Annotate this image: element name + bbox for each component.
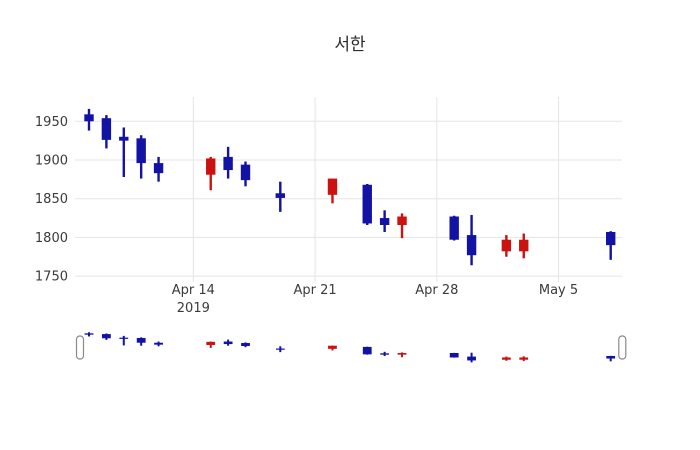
x-tick-label-2019-04-21: Apr 21 xyxy=(293,283,336,298)
candle-2019-05-03[interactable] xyxy=(519,233,529,259)
candle-body xyxy=(153,163,164,174)
candle-2019-04-29[interactable] xyxy=(449,215,459,241)
candle-body xyxy=(275,193,285,198)
candle-2019-04-15[interactable] xyxy=(206,156,216,191)
rangeslider-candle-body xyxy=(467,356,476,361)
chart-title: 서한 xyxy=(334,35,366,55)
rangeslider-candle-body xyxy=(380,353,390,355)
plot-drag-area[interactable] xyxy=(75,97,622,282)
candle-body xyxy=(379,218,390,226)
candle-body xyxy=(519,239,529,252)
y-tick-label-1850: 1850 xyxy=(35,192,68,207)
candle-2019-04-16[interactable] xyxy=(223,146,233,179)
rangeslider-candle-body xyxy=(136,337,146,343)
rangeslider-candle-2019-04-25 xyxy=(380,351,390,356)
rangeslider-candle-2019-05-02 xyxy=(501,356,511,361)
rangeslider-candle-body xyxy=(362,346,372,355)
x-tick-label-2019-04-14: Apr 14 xyxy=(172,283,215,298)
candle-2019-04-30[interactable] xyxy=(466,214,477,266)
rangeslider-candle-body xyxy=(119,337,129,339)
rangeslider-candle-2019-04-15 xyxy=(206,341,216,348)
rangeslider-candle-2019-04-29 xyxy=(449,352,459,358)
rangeslider-candle-2019-04-11 xyxy=(136,337,146,346)
x-tick-label-2019-04-28: Apr 28 xyxy=(415,283,458,298)
rangeslider-candle-body xyxy=(501,357,511,360)
candle-body xyxy=(119,136,129,141)
candle-body xyxy=(206,158,216,175)
candle-2019-04-09[interactable] xyxy=(101,115,112,149)
candle-body xyxy=(84,114,94,122)
rangeslider-candle-2019-04-12 xyxy=(154,341,163,347)
y-tick-label-1800: 1800 xyxy=(35,231,68,246)
rangeslider-right-handle[interactable] xyxy=(618,335,627,360)
rangeslider-candle-body xyxy=(206,341,216,345)
candle-body xyxy=(466,235,477,256)
x-tick-sublabel-2019-04-14: 2019 xyxy=(177,301,210,316)
candle-body xyxy=(327,178,338,195)
rangeslider-candle-2019-04-09 xyxy=(101,333,111,340)
candle-2019-05-08[interactable] xyxy=(606,231,616,260)
candle-2019-04-25[interactable] xyxy=(379,210,390,232)
candle-body xyxy=(240,164,251,181)
rangeslider-candle-2019-04-26 xyxy=(397,352,407,358)
candle-body xyxy=(101,118,112,140)
rangeslider-candle-body xyxy=(241,343,250,347)
candle-2019-04-17[interactable] xyxy=(240,161,251,187)
candle-body xyxy=(606,231,616,246)
rangeslider-left-handle[interactable] xyxy=(75,335,85,360)
rangeslider-candle-2019-04-30 xyxy=(467,352,476,363)
rangeslider-candle-2019-05-03 xyxy=(519,356,529,362)
rangeslider-candle-2019-04-24 xyxy=(362,346,372,355)
rangeslider-candle-2019-04-16 xyxy=(223,339,233,346)
rangeslider[interactable] xyxy=(75,330,627,367)
gridlines xyxy=(75,97,622,282)
candle-2019-04-24[interactable] xyxy=(362,183,372,226)
candle-2019-04-08[interactable] xyxy=(84,108,94,131)
rangeslider-candle-body xyxy=(606,355,616,359)
plot-area[interactable] xyxy=(75,97,622,282)
rangeslider-track[interactable] xyxy=(75,330,622,367)
rangeslider-candle-body xyxy=(328,345,337,349)
candle-2019-05-02[interactable] xyxy=(501,235,512,257)
candle-body xyxy=(223,156,233,171)
candle-body xyxy=(362,184,372,224)
rangeslider-candle-body xyxy=(154,342,163,345)
rangeslider-candle-body xyxy=(519,357,529,360)
rangeslider-candle-body xyxy=(275,348,285,350)
candle-body xyxy=(136,138,146,164)
y-tick-label-1950: 1950 xyxy=(35,115,68,130)
candle-body xyxy=(501,239,512,252)
rangeslider-candle-body xyxy=(84,333,94,335)
rangeslider-candle-2019-05-08 xyxy=(606,355,616,362)
y-axis-tick-labels: 1750 1800 1850 1900 1950 xyxy=(35,115,68,285)
rangeslider-candle-2019-04-08 xyxy=(84,332,94,337)
rangeslider-candle-2019-04-22 xyxy=(328,345,337,351)
x-tick-label-2019-05-05: May 5 xyxy=(539,283,578,298)
candle-2019-04-12[interactable] xyxy=(153,156,164,182)
rangeslider-candle-2019-04-19 xyxy=(275,346,285,353)
candle-2019-04-11[interactable] xyxy=(136,135,146,179)
candle-body xyxy=(449,216,459,240)
candle-2019-04-22[interactable] xyxy=(327,178,338,204)
candle-body xyxy=(397,216,407,226)
rangeslider-candle-body xyxy=(449,353,459,358)
x-axis-tick-labels: Apr 14 2019 Apr 21 Apr 28 May 5 xyxy=(172,283,578,316)
rangeslider-candle-body xyxy=(397,353,407,355)
rangeslider-candle-body xyxy=(101,334,111,339)
y-tick-label-1900: 1900 xyxy=(35,154,68,169)
candle-2019-04-26[interactable] xyxy=(397,213,407,239)
y-tick-label-1750: 1750 xyxy=(35,270,68,285)
candle-2019-04-19[interactable] xyxy=(275,181,285,212)
rangeslider-candle-body xyxy=(223,341,233,345)
rangeslider-candle-2019-04-17 xyxy=(241,342,250,348)
candle-2019-04-10[interactable] xyxy=(119,127,129,178)
rangeslider-candle-2019-04-10 xyxy=(119,335,129,346)
candles xyxy=(84,108,616,266)
